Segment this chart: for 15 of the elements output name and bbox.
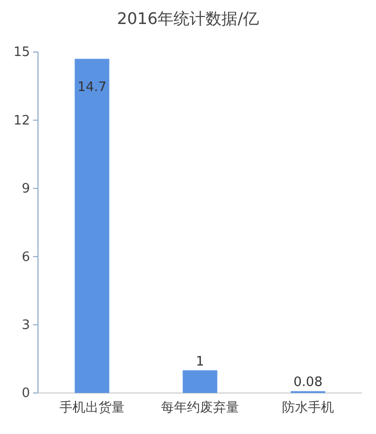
- y-tick-label: 6: [22, 250, 30, 265]
- data-label: 1: [196, 354, 204, 370]
- data-label: 0.08: [294, 375, 322, 390]
- y-tick-label: 0: [22, 386, 30, 402]
- x-tick-label: 手机出货量: [60, 400, 124, 416]
- y-tick-label: 3: [22, 318, 30, 333]
- bar: [182, 370, 218, 393]
- chart-title: 2016年统计数据/亿: [116, 9, 260, 28]
- y-tick-label: 9: [22, 182, 30, 197]
- bar: [74, 58, 110, 393]
- y-tick-label: 12: [13, 113, 30, 128]
- x-tick-label: 防水手机: [282, 400, 334, 416]
- data-label: 14.7: [78, 80, 106, 95]
- y-tick-label: 15: [13, 45, 30, 60]
- x-tick-label: 每年约废弃量: [161, 400, 239, 416]
